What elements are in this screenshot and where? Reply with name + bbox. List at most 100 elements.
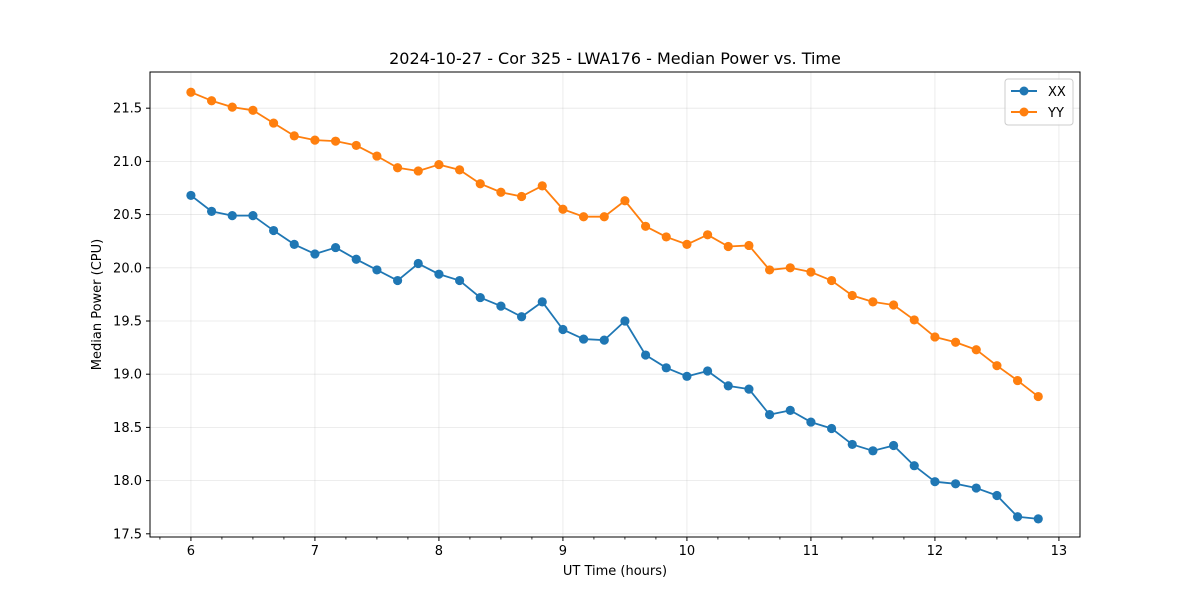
data-point-xx bbox=[413, 258, 423, 269]
data-point-yy bbox=[206, 96, 217, 106]
data-point-yy bbox=[1033, 391, 1043, 402]
data-point-xx bbox=[1033, 514, 1043, 524]
data-point-yy bbox=[640, 221, 651, 231]
data-point-xx bbox=[744, 384, 754, 394]
data-point-xx bbox=[186, 190, 196, 201]
data-point-xx bbox=[227, 211, 237, 221]
data-point-yy bbox=[372, 151, 382, 161]
data-point-yy bbox=[413, 166, 423, 176]
data-point-xx bbox=[496, 301, 506, 311]
data-point-yy bbox=[227, 102, 237, 112]
data-point-xx bbox=[434, 269, 444, 279]
x-tick-label: 11 bbox=[803, 544, 820, 559]
data-point-yy bbox=[785, 263, 795, 273]
data-point-yy bbox=[268, 118, 279, 128]
data-point-yy bbox=[868, 297, 878, 307]
data-point-xx bbox=[310, 249, 320, 259]
data-point-xx bbox=[661, 363, 671, 373]
x-axis-label: UT Time (hours) bbox=[563, 564, 667, 579]
data-point-xx bbox=[806, 417, 816, 427]
x-tick-label: 8 bbox=[435, 544, 443, 559]
y-tick-label: 21.0 bbox=[113, 155, 142, 170]
y-tick-label: 20.5 bbox=[113, 208, 142, 223]
y-tick-label: 18.0 bbox=[113, 474, 142, 489]
data-point-xx bbox=[620, 316, 630, 326]
y-tick-label: 21.5 bbox=[113, 102, 142, 117]
data-point-xx bbox=[682, 371, 692, 381]
legend-marker-yy bbox=[1019, 107, 1029, 117]
data-point-xx bbox=[930, 477, 940, 487]
grid-lines bbox=[150, 72, 1080, 537]
data-point-xx bbox=[888, 440, 899, 451]
data-point-xx bbox=[372, 265, 382, 275]
data-point-yy bbox=[599, 212, 609, 222]
data-point-xx bbox=[516, 312, 527, 322]
data-point-yy bbox=[330, 136, 341, 146]
data-point-yy bbox=[392, 163, 403, 173]
data-point-xx bbox=[909, 461, 919, 471]
data-point-xx bbox=[950, 479, 961, 489]
data-point-yy bbox=[475, 179, 485, 189]
data-point-xx bbox=[826, 423, 837, 434]
data-point-yy bbox=[826, 275, 837, 286]
data-point-yy bbox=[558, 204, 568, 214]
y-axis-label: Median Power (CPU) bbox=[90, 239, 105, 370]
legend: XX YY bbox=[1004, 78, 1074, 126]
data-point-yy bbox=[496, 187, 506, 197]
y-tick-label: 20.0 bbox=[113, 261, 142, 276]
legend-label-xx: XX bbox=[1048, 85, 1066, 100]
data-point-xx bbox=[578, 334, 589, 344]
data-point-xx bbox=[764, 410, 775, 420]
data-point-yy bbox=[992, 361, 1002, 371]
data-point-xx bbox=[330, 242, 341, 253]
x-tick-label: 9 bbox=[559, 544, 567, 559]
data-point-yy bbox=[186, 87, 196, 97]
data-point-xx bbox=[992, 490, 1002, 501]
data-point-yy bbox=[537, 181, 547, 191]
data-point-yy bbox=[682, 239, 692, 249]
data-point-yy bbox=[971, 345, 981, 355]
data-point-xx bbox=[868, 446, 878, 456]
data-point-yy bbox=[248, 105, 258, 115]
data-point-xx bbox=[599, 335, 609, 345]
data-point-xx bbox=[475, 292, 485, 303]
data-point-xx bbox=[785, 405, 795, 415]
x-axis: 6 7 8 9 10 11 12 13 bbox=[159, 537, 1068, 559]
series-line-xx bbox=[190, 194, 1039, 520]
y-tick-label: 18.5 bbox=[113, 421, 142, 436]
legend-label-yy: YY bbox=[1047, 106, 1064, 121]
data-point-yy bbox=[351, 140, 361, 151]
data-point-yy bbox=[806, 267, 816, 277]
data-point-xx bbox=[351, 254, 361, 264]
chart-title: 2024-10-27 - Cor 325 - LWA176 - Median P… bbox=[389, 49, 841, 68]
plot-frame bbox=[149, 71, 1081, 538]
y-tick-label: 19.5 bbox=[113, 314, 142, 329]
data-point-xx bbox=[206, 206, 217, 216]
data-point-yy bbox=[909, 315, 919, 325]
data-point-xx bbox=[702, 366, 713, 376]
y-tick-label: 17.5 bbox=[113, 527, 142, 542]
data-point-yy bbox=[847, 290, 857, 301]
data-point-xx bbox=[558, 324, 568, 335]
x-tick-label: 7 bbox=[311, 544, 319, 559]
x-tick-label: 13 bbox=[1051, 544, 1068, 559]
data-point-xx bbox=[537, 297, 547, 307]
x-tick-label: 10 bbox=[679, 544, 696, 559]
data-point-yy bbox=[434, 159, 444, 170]
legend-marker-xx bbox=[1019, 86, 1029, 96]
data-point-xx bbox=[971, 483, 981, 493]
data-point-yy bbox=[661, 232, 671, 242]
data-point-yy bbox=[702, 230, 713, 240]
data-point-xx bbox=[289, 239, 299, 249]
y-tick-label: 19.0 bbox=[113, 368, 142, 383]
data-point-yy bbox=[723, 241, 733, 252]
data-point-yy bbox=[620, 196, 630, 206]
data-point-xx bbox=[640, 350, 651, 360]
data-point-yy bbox=[1012, 375, 1023, 386]
data-point-xx bbox=[454, 275, 465, 286]
data-point-yy bbox=[578, 212, 589, 222]
data-point-xx bbox=[723, 381, 733, 391]
x-tick-label: 6 bbox=[187, 544, 195, 559]
data-point-xx bbox=[392, 275, 403, 286]
